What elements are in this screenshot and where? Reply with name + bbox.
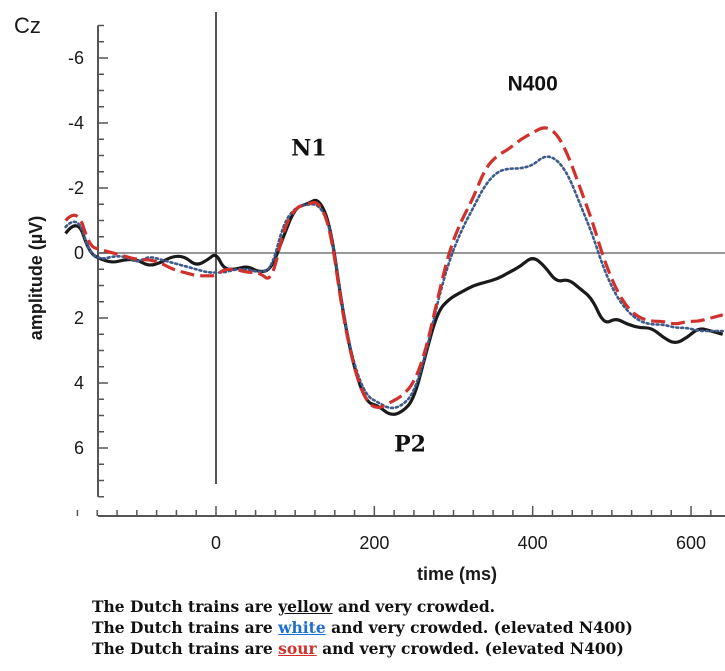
caption-text: The Dutch trains are	[92, 639, 279, 658]
sentence-captions: The Dutch trains are yellow and very cro…	[92, 596, 725, 659]
series-line-solid	[64, 198, 724, 416]
caption-line-white: The Dutch trains are white and very crow…	[92, 617, 725, 638]
x-tick-label: 200	[359, 533, 389, 553]
y-tick-label: 6	[74, 438, 84, 458]
component-label-n400: N400	[508, 73, 558, 96]
y-tick-label: 2	[74, 308, 84, 328]
component-label-p2: P2	[394, 431, 426, 457]
caption-text: and very crowded.	[332, 597, 496, 616]
critical-word-sour: sour	[278, 639, 317, 658]
y-tick-label: -2	[68, 178, 84, 198]
caption-line-sour: The Dutch trains are sour and very crowd…	[92, 638, 725, 659]
y-axis-title: amplitude (µV)	[26, 216, 46, 340]
caption-line-yellow: The Dutch trains are yellow and very cro…	[92, 596, 725, 617]
y-tick-label: -6	[68, 48, 84, 68]
x-tick-label: 600	[676, 533, 706, 553]
series-line-dashed	[64, 126, 724, 409]
component-label-n1: N1	[291, 136, 326, 162]
y-tick-label: -4	[68, 113, 84, 133]
erp-chart: -6 -4 -2 0 2 4 6 0 200 400 600 time (ms) amplitude …	[14, 12, 725, 584]
caption-text: The Dutch trains are	[92, 618, 279, 637]
series-line-dotted	[64, 155, 724, 410]
y-tick-label: 0	[74, 243, 84, 263]
x-tick-label: 400	[518, 533, 548, 553]
caption-text: and very crowded. (elevated N400)	[316, 639, 624, 658]
caption-text: and very crowded. (elevated N400)	[325, 618, 633, 637]
critical-word-white: white	[278, 618, 326, 637]
caption-text: The Dutch trains are	[92, 597, 279, 616]
x-tick-label: 0	[211, 533, 221, 553]
y-tick-label: 4	[74, 373, 84, 393]
x-axis-title: time (ms)	[417, 564, 497, 584]
channel-label: Cz	[14, 13, 41, 38]
critical-word-yellow: yellow	[278, 597, 333, 616]
